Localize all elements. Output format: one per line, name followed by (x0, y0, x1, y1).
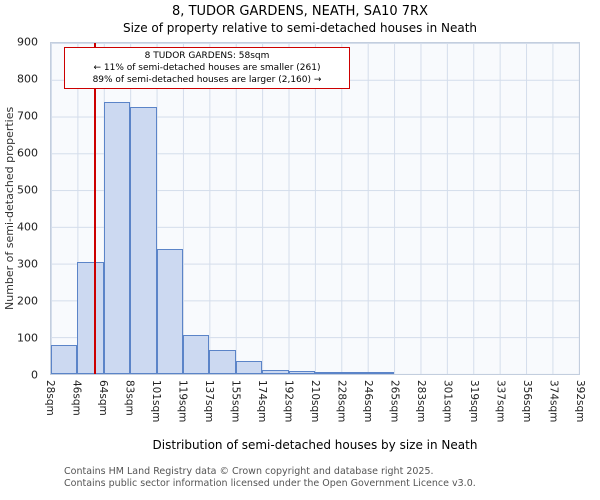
x-tick-label: 301sqm (441, 380, 454, 423)
y-tick-label: 100 (17, 331, 38, 345)
y-tick-label: 200 (17, 294, 38, 308)
y-tick-labels: 0 100 200 300 400 500 600 700 800 900 (0, 36, 44, 382)
y-tick-label: 300 (17, 257, 38, 271)
x-tick-label: 246sqm (362, 380, 374, 423)
histogram-bar (288, 371, 315, 374)
annotation-line-3: 89% of semi-detached houses are larger (… (92, 75, 322, 85)
x-tick-label: 228sqm (335, 380, 348, 423)
y-tick-label: 600 (17, 146, 38, 160)
histogram-bar (209, 350, 236, 374)
x-tick-label: 101sqm (150, 380, 162, 423)
y-tick-label: 500 (17, 183, 38, 197)
histogram-bar (103, 101, 131, 374)
x-tick-labels: 28sqm 46sqm 64sqm 83sqm 101sqm 119sqm 137sqm 15… (44, 378, 586, 432)
y-tick-label: 900 (17, 35, 38, 49)
x-tick-label: 83sqm (123, 380, 136, 416)
histogram-bar (156, 248, 183, 374)
x-tick-label: 64sqm (97, 380, 109, 416)
y-tick-label: 800 (17, 72, 38, 86)
x-tick-label: 174sqm (256, 380, 268, 423)
x-tick-label: 265sqm (388, 380, 401, 423)
annotation-line-1: 8 TUDOR GARDENS: 58sqm (144, 51, 270, 61)
x-tick-label: 356sqm (521, 380, 533, 423)
histogram-bar (341, 372, 368, 374)
chart-title: 8, TUDOR GARDENS, NEATH, SA10 7RX (172, 4, 428, 19)
x-tick-label: 283sqm (415, 380, 427, 423)
x-tick-label: 374sqm (547, 380, 560, 423)
x-tick-label: 210sqm (309, 380, 321, 423)
histogram-bar (235, 361, 263, 374)
histogram-bar (183, 335, 210, 374)
property-annotation-box: 8 TUDOR GARDENS: 58sqm ← 11% of semi-det… (64, 47, 350, 89)
x-tick-label: 46sqm (70, 380, 83, 416)
x-tick-label: 155sqm (229, 380, 242, 423)
plot-area (50, 42, 580, 375)
footer: Contains HM Land Registry data © Crown c… (64, 466, 476, 489)
x-tick-label: 192sqm (282, 380, 295, 423)
footer-line-1: Contains HM Land Registry data © Crown c… (64, 466, 434, 477)
histogram-bar (367, 372, 395, 374)
x-tick-label: 28sqm (44, 380, 56, 416)
histogram-bar (315, 372, 342, 374)
annotation-line-2: ← 11% of semi-detached houses are smalle… (93, 63, 321, 73)
x-tick-label: 337sqm (494, 380, 507, 423)
y-tick-label: 0 (31, 368, 38, 382)
y-tick-label: 700 (17, 109, 38, 123)
x-tick-label: 319sqm (468, 380, 480, 423)
x-tick-label: 137sqm (203, 380, 215, 423)
x-tick-label: 119sqm (176, 380, 189, 423)
footer-line-2: Contains public sector information licen… (64, 477, 476, 489)
histogram-bar (130, 107, 157, 374)
histogram-bar (77, 261, 104, 374)
x-tick-label: 392sqm (574, 380, 586, 423)
x-axis-title: Distribution of semi-detached houses by … (152, 438, 478, 452)
chart-subtitle: Size of property relative to semi-detach… (122, 21, 478, 35)
histogram-bar (262, 369, 289, 374)
y-tick-label: 400 (17, 220, 38, 234)
histogram-bar (51, 344, 78, 374)
property-size-marker-line (94, 43, 96, 374)
